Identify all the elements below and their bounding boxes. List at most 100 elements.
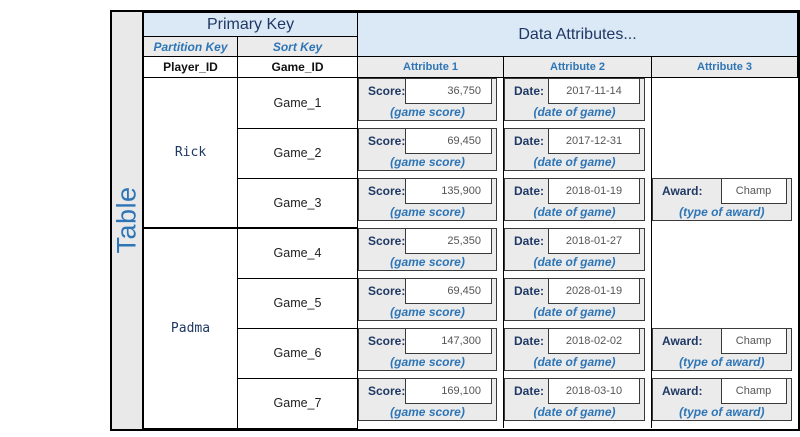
- player-cell: Rick: [143, 77, 238, 229]
- date-caption: (date of game): [533, 155, 616, 169]
- date-caption: (date of game): [533, 205, 616, 219]
- score-value: 69,450: [405, 128, 492, 154]
- score-label: Score:: [368, 284, 406, 298]
- score-attribute-card: Score: 169,100 (game score): [358, 378, 497, 421]
- data-attributes-header: Data Attributes...: [356, 12, 799, 57]
- date-caption: (date of game): [533, 355, 616, 369]
- date-caption: (date of game): [533, 305, 616, 319]
- award-caption: (type of award): [679, 405, 765, 419]
- award-attribute-cell: [650, 278, 798, 328]
- table-structure: Primary Key Data Attributes... Partition…: [143, 12, 799, 429]
- award-attribute-card: Award: Champ (type of award): [652, 378, 792, 421]
- sort-key-label: Sort Key: [237, 36, 358, 57]
- score-value: 147,300: [405, 328, 492, 354]
- date-attribute-cell: Date: 2028-01-19 (date of game): [503, 278, 652, 328]
- score-attribute-cell: Score: 147,300 (game score): [357, 328, 504, 378]
- score-attribute-card: Score: 69,450 (game score): [358, 128, 497, 171]
- table-side-strip: Table: [112, 12, 143, 429]
- score-attribute-cell: Score: 69,450 (game score): [357, 278, 504, 328]
- date-value: 2017-11-14: [548, 78, 640, 104]
- score-attribute-cell: Score: 169,100 (game score): [357, 378, 504, 428]
- date-label: Date:: [514, 134, 545, 148]
- date-label: Date:: [514, 284, 545, 298]
- score-attribute-card: Score: 135,900 (game score): [358, 178, 497, 221]
- date-attribute-card: Date: 2018-01-19 (date of game): [504, 178, 645, 221]
- date-label: Date:: [514, 84, 545, 98]
- score-attribute-cell: Score: 25,350 (game score): [357, 228, 504, 278]
- score-caption: (game score): [390, 355, 465, 369]
- date-value: 2018-01-27: [548, 228, 640, 254]
- score-attribute-card: Score: 147,300 (game score): [358, 328, 497, 371]
- score-label: Score:: [368, 234, 406, 248]
- score-attribute-card: Score: 25,350 (game score): [358, 228, 497, 271]
- score-caption: (game score): [390, 255, 465, 269]
- date-label: Date:: [514, 384, 545, 398]
- game-cell: Game_2: [237, 127, 358, 179]
- table-row: Game_3 Score: 135,900 (game score) Date: 2018…: [144, 177, 798, 229]
- table-row: Padma Game_4 Score: 25,350 (game score) Date:…: [143, 227, 798, 429]
- game-cell: Game_4: [237, 227, 358, 279]
- game-cell: Game_7: [237, 377, 358, 429]
- date-value: 2018-02-02: [548, 328, 640, 354]
- award-attribute-card: Award: Champ (type of award): [652, 328, 792, 371]
- award-attribute-cell: Award: Champ (type of award): [650, 378, 798, 428]
- player-cell: Padma: [143, 227, 238, 429]
- score-caption: (game score): [390, 405, 465, 419]
- award-caption: (type of award): [679, 205, 765, 219]
- attribute-2-header: Attribute 2: [503, 56, 652, 78]
- date-attribute-cell: Date: 2017-12-31 (date of game): [503, 128, 652, 178]
- score-caption: (game score): [390, 155, 465, 169]
- table-row: Rick Game_1 Score: 36,750 (game score) Date: 2…: [143, 77, 798, 229]
- score-label: Score:: [368, 334, 406, 348]
- date-label: Date:: [514, 334, 545, 348]
- score-caption: (game score): [390, 205, 465, 219]
- score-value: 69,450: [405, 278, 492, 304]
- award-attribute-cell: Award: Champ (type of award): [650, 178, 798, 228]
- partition-key-label: Partition Key: [143, 36, 238, 57]
- score-value: 36,750: [405, 78, 492, 104]
- score-label: Score:: [368, 134, 406, 148]
- date-attribute-cell: Date: 2017-11-14 (date of game): [503, 77, 652, 128]
- date-attribute-cell: Date: 2018-02-02 (date of game): [503, 328, 652, 378]
- date-attribute-card: Date: 2018-01-27 (date of game): [504, 228, 645, 271]
- score-attribute-cell: Score: 36,750 (game score): [357, 77, 504, 128]
- date-value: 2018-01-19: [548, 178, 640, 204]
- table-row: Game_5 Score: 69,450 (game score) Date: 2028-…: [144, 277, 798, 329]
- award-value: Champ: [720, 328, 787, 354]
- date-attribute-cell: Date: 2018-03-10 (date of game): [503, 378, 652, 428]
- date-caption: (date of game): [533, 105, 616, 119]
- date-value: 2018-03-10: [548, 378, 640, 404]
- game-id-header: Game_ID: [237, 56, 358, 78]
- date-label: Date:: [514, 184, 545, 198]
- score-value: 135,900: [405, 178, 492, 204]
- award-value: Champ: [720, 378, 787, 404]
- score-label: Score:: [368, 384, 406, 398]
- table-body: Rick Game_1 Score: 36,750 (game score) Date: 2…: [143, 77, 798, 429]
- game-cell: Game_6: [237, 327, 358, 379]
- game-cell: Game_1: [237, 77, 358, 129]
- game-cell: Game_3: [237, 177, 358, 229]
- attribute-1-header: Attribute 1: [357, 56, 504, 78]
- score-label: Score:: [368, 184, 406, 198]
- table-row: Game_2 Score: 69,450 (game score) Date: 2017-…: [144, 127, 798, 179]
- award-attribute-cell: Award: Champ (type of award): [650, 328, 798, 378]
- game-cell: Game_5: [237, 277, 358, 329]
- award-label: Award:: [662, 384, 703, 398]
- dynamodb-table-diagram: Table Primary Key Data Attributes... Par…: [110, 10, 800, 431]
- date-value: 2028-01-19: [548, 278, 640, 304]
- score-attribute-cell: Score: 69,450 (game score): [357, 128, 504, 178]
- date-attribute-card: Date: 2017-12-31 (date of game): [504, 128, 645, 171]
- award-attribute-cell: [650, 77, 798, 128]
- score-value: 25,350: [405, 228, 492, 254]
- table-side-label: Table: [111, 186, 142, 254]
- date-label: Date:: [514, 234, 545, 248]
- score-attribute-cell: Score: 135,900 (game score): [357, 178, 504, 228]
- table-row: Game_6 Score: 147,300 (game score) Date: 2018…: [144, 327, 798, 379]
- table-row: Game_7 Score: 169,100 (game score) Date: 2018…: [144, 377, 798, 429]
- score-attribute-card: Score: 36,750 (game score): [358, 78, 497, 121]
- score-caption: (game score): [390, 305, 465, 319]
- date-attribute-card: Date: 2028-01-19 (date of game): [504, 278, 645, 321]
- score-value: 169,100: [405, 378, 492, 404]
- award-caption: (type of award): [679, 355, 765, 369]
- primary-key-header: Primary Key: [143, 12, 358, 37]
